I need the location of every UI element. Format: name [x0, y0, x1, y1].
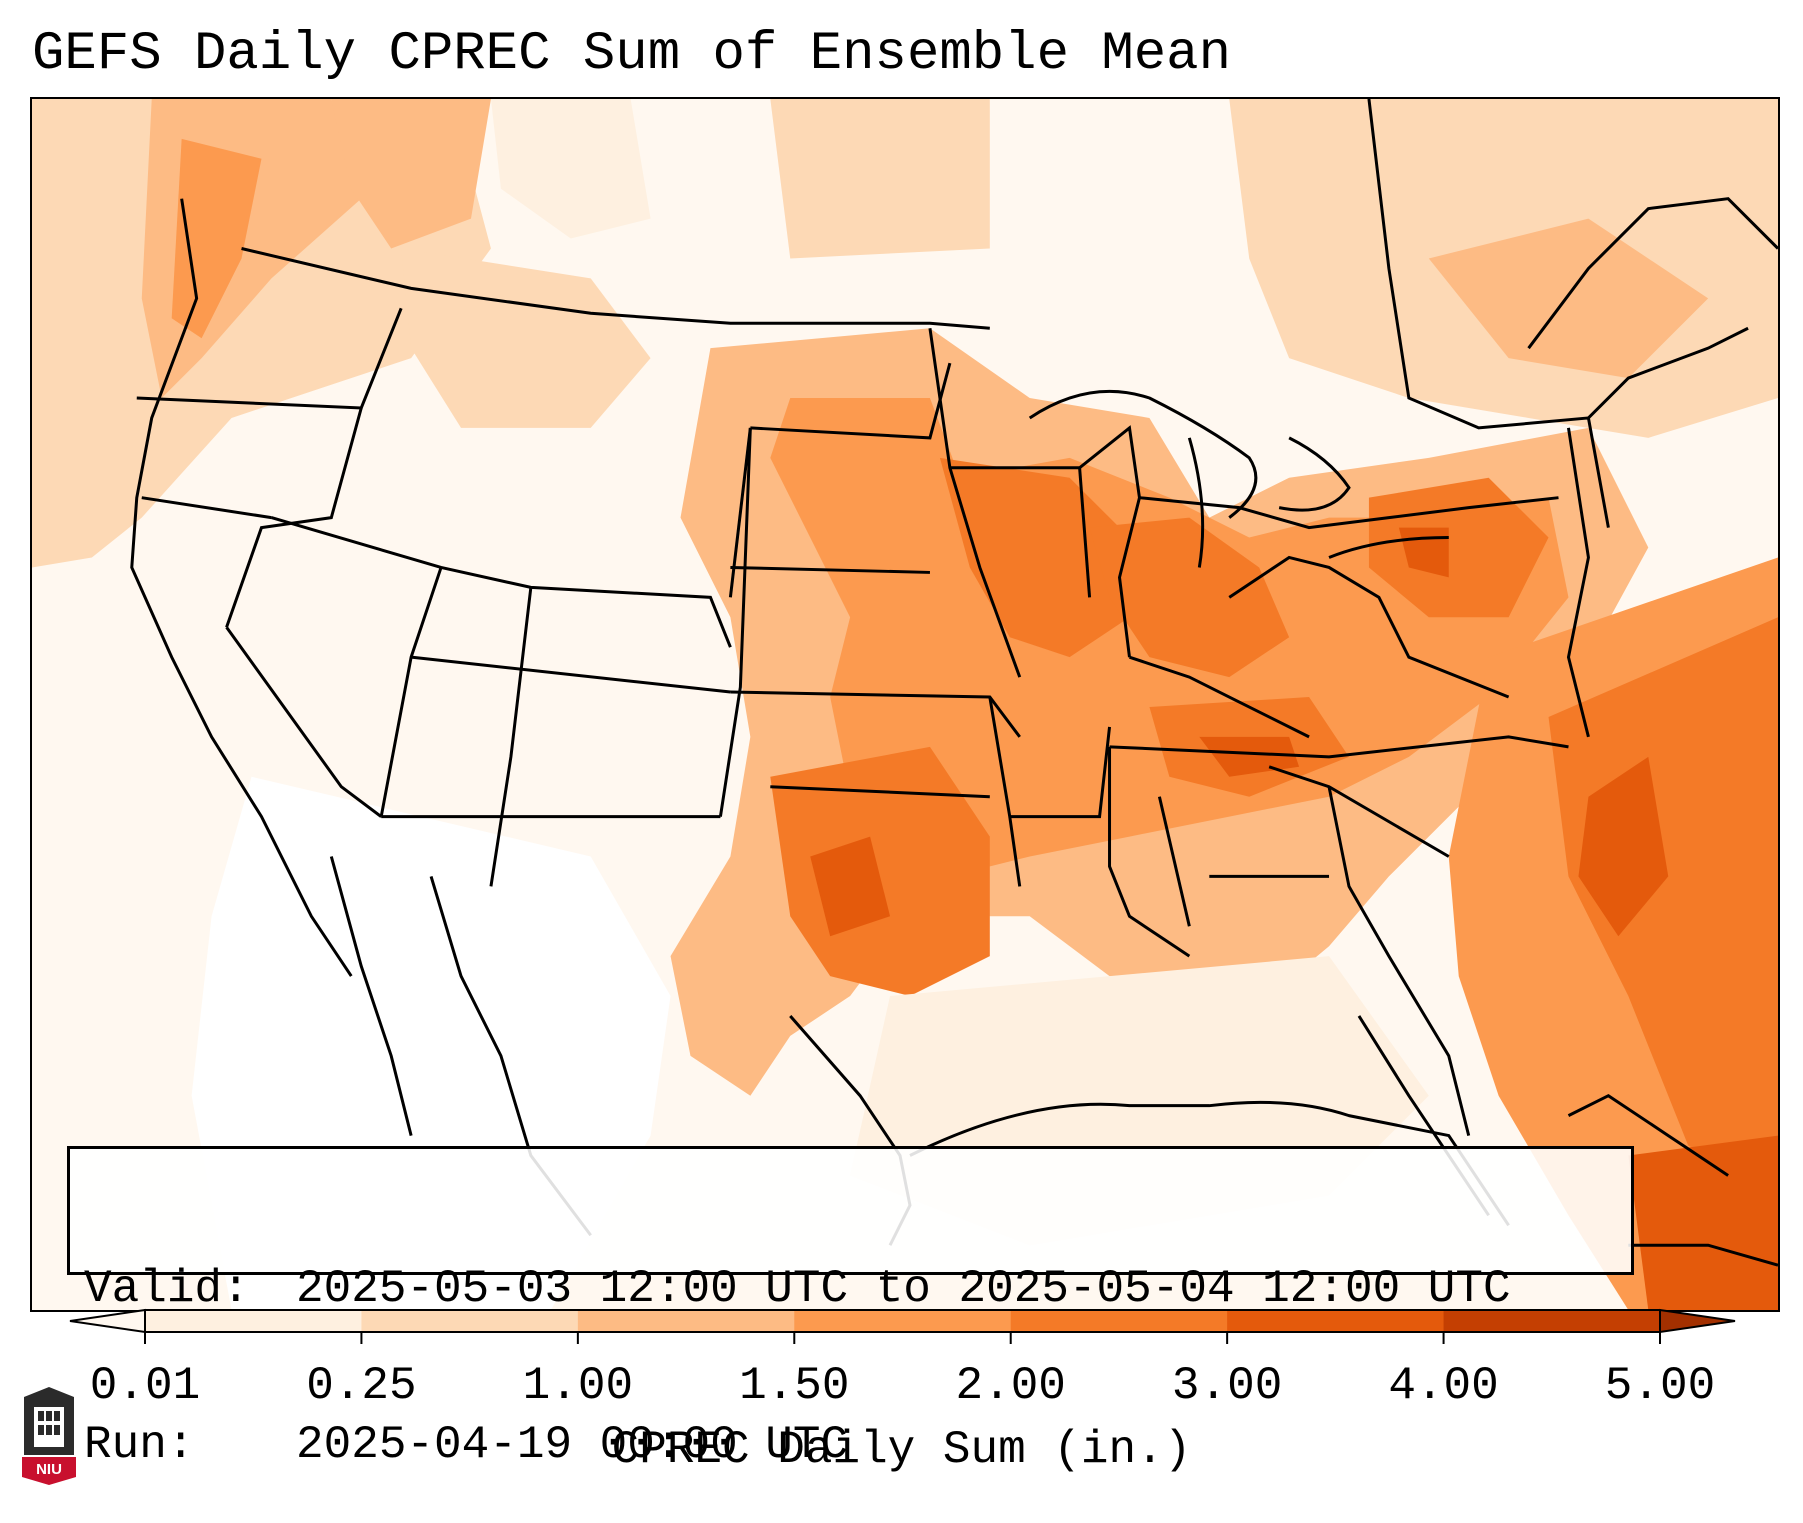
- run-label: Run:: [84, 1419, 195, 1471]
- colorbar-segment: [1227, 1310, 1445, 1332]
- colorbar-segment: [1010, 1310, 1228, 1332]
- colorbar-tick-label: 3.00: [1171, 1360, 1283, 1412]
- run-row: Run: 2025-04-19 00:00 UTC: [84, 1419, 1617, 1471]
- colorbar-segment: [361, 1310, 579, 1332]
- niu-logo-icon: NIU: [22, 1387, 76, 1485]
- colorbar-title: CPREC Daily Sum (in.): [611, 1424, 1192, 1476]
- run-value: 2025-04-19 00:00 UTC: [296, 1419, 849, 1471]
- colorbar: [69, 1308, 1736, 1370]
- colorbar-segment: [145, 1310, 362, 1332]
- logo-text: NIU: [36, 1461, 62, 1478]
- precip-shading: [32, 99, 1778, 1310]
- niu-logo: NIU: [20, 1385, 78, 1485]
- colorbar-tick-label: 5.00: [1604, 1360, 1716, 1412]
- valid-value: 2025-05-03 12:00 UTC to 2025-05-04 12:00…: [296, 1263, 1511, 1315]
- colorbar-canvas: [69, 1308, 1736, 1344]
- colorbar-segment: [1443, 1310, 1661, 1332]
- valid-label: Valid:: [84, 1263, 250, 1315]
- colorbar-tick-label: 0.01: [89, 1360, 201, 1412]
- colorbar-tick-label: 1.00: [522, 1360, 634, 1412]
- colorbar-under-triangle: [69, 1308, 146, 1334]
- colorbar-tick-label: 0.25: [306, 1360, 417, 1412]
- colorbar-tick-label: 4.00: [1388, 1360, 1499, 1412]
- colorbar-over-triangle: [1659, 1308, 1736, 1334]
- colorbar-tick-label: 1.50: [739, 1360, 850, 1412]
- valid-row: Valid: 2025-05-03 12:00 UTC to 2025-05-04…: [84, 1263, 1617, 1315]
- colorbar-segment: [794, 1310, 1012, 1332]
- map-title: GEFS Daily CPREC Sum of Ensemble Mean: [32, 24, 1231, 85]
- valid-time-box: Valid: 2025-05-03 12:00 UTC to 2025-05-04…: [67, 1146, 1634, 1471]
- colorbar-tick-label: 2.00: [955, 1360, 1066, 1412]
- map-canvas: [32, 99, 1778, 1310]
- colorbar-segment: [577, 1310, 795, 1332]
- colorbar-outline: [144, 1309, 1661, 1333]
- precipitation-map: [30, 97, 1780, 1312]
